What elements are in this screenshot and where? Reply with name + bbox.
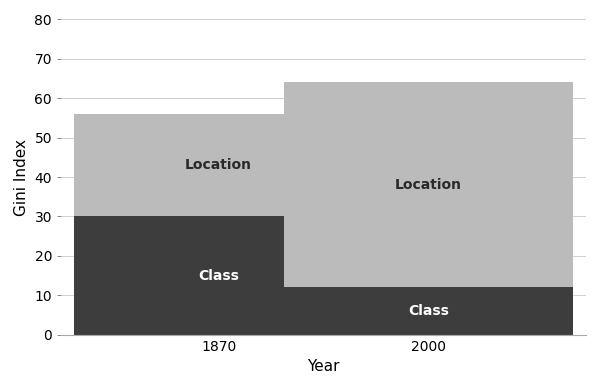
Bar bbox=[74, 217, 363, 335]
Text: Location: Location bbox=[185, 158, 252, 172]
Bar bbox=[284, 82, 573, 288]
Bar bbox=[284, 288, 573, 335]
Text: Class: Class bbox=[198, 268, 239, 282]
Y-axis label: Gini Index: Gini Index bbox=[14, 139, 29, 216]
Bar bbox=[74, 114, 363, 217]
Text: Class: Class bbox=[408, 304, 449, 318]
Text: Location: Location bbox=[395, 178, 462, 192]
X-axis label: Year: Year bbox=[307, 359, 340, 374]
